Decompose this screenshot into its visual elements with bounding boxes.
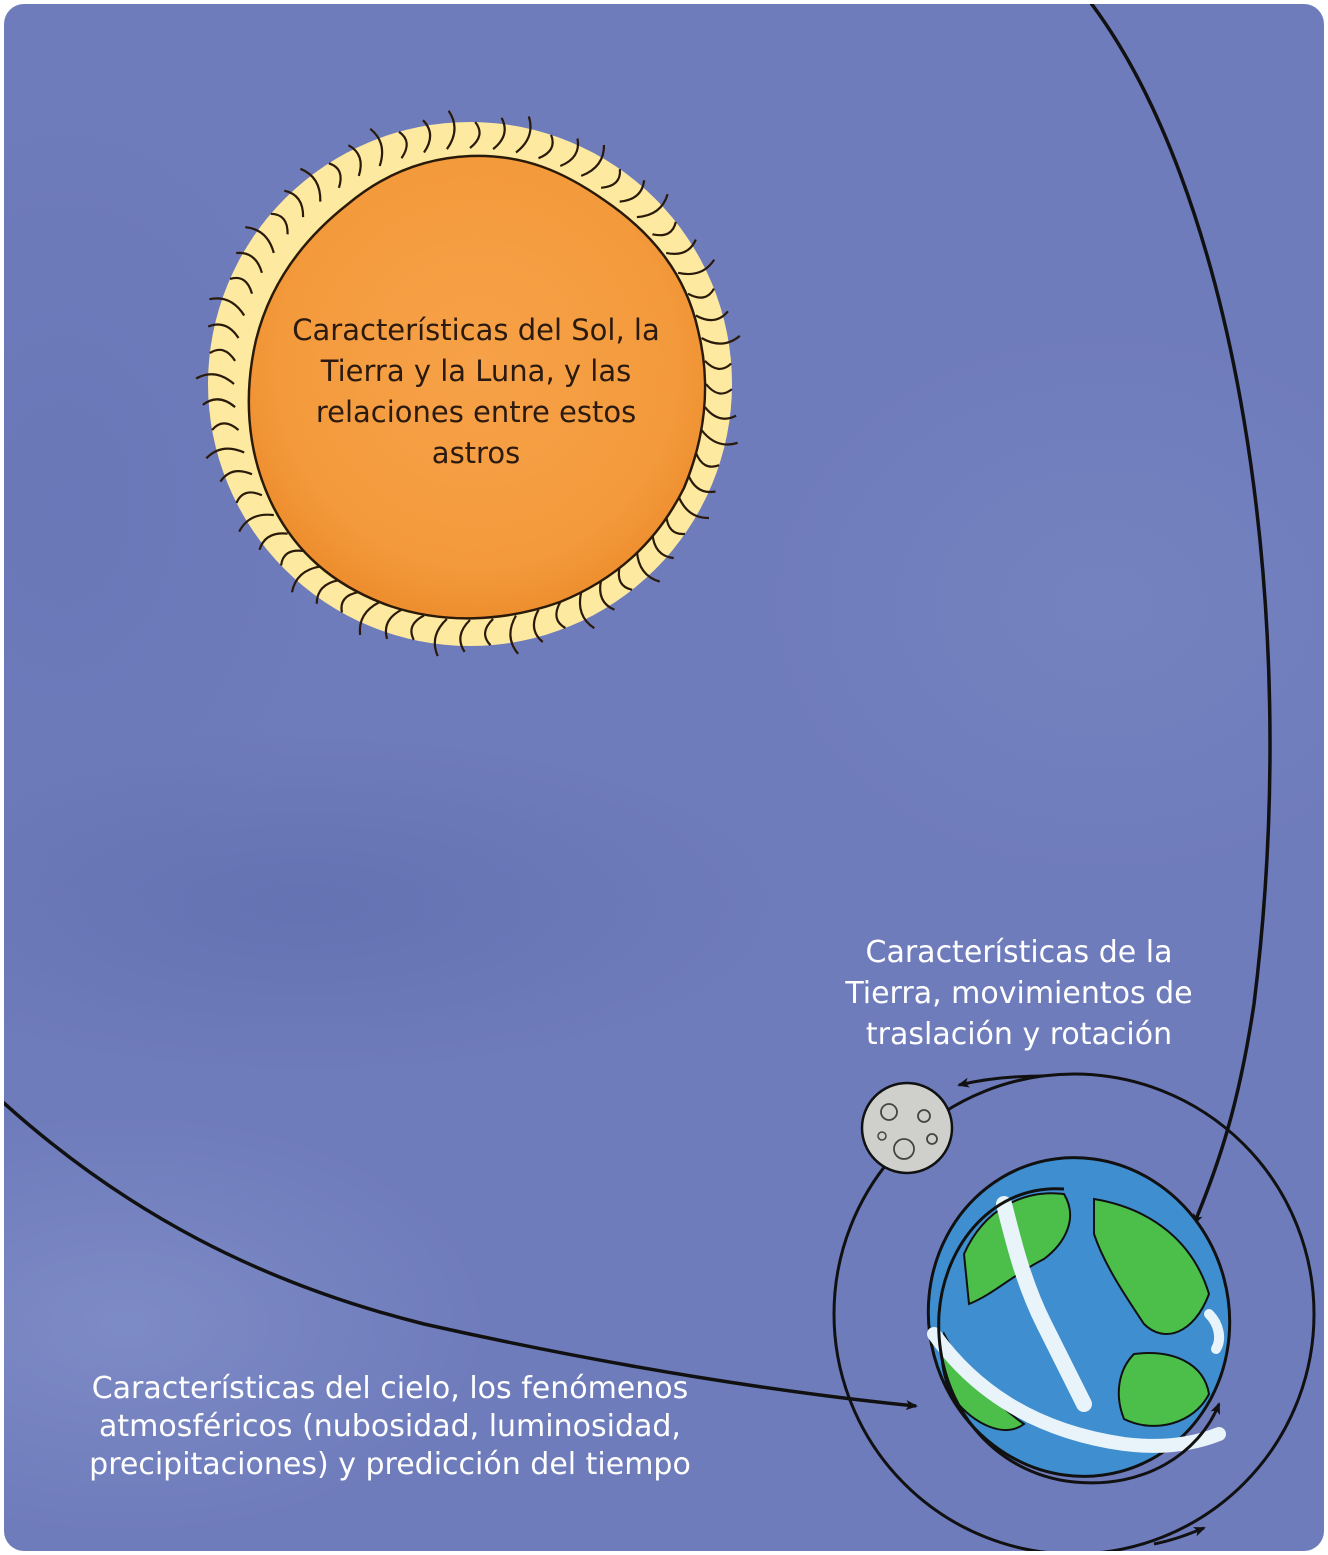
sun-icon — [195, 110, 741, 657]
sun-flame — [347, 144, 362, 177]
sun-flame — [209, 297, 246, 317]
sun-flame — [209, 348, 237, 362]
orbit-bottom-arrow — [1153, 1526, 1206, 1546]
sun-flame — [509, 614, 519, 655]
sun-flame — [700, 429, 738, 446]
sun-flame — [700, 335, 741, 345]
sun-flame — [433, 618, 448, 657]
sun-flame — [687, 288, 715, 299]
sun-flame — [578, 591, 595, 630]
sun-flame — [704, 406, 737, 420]
sun-flame — [686, 473, 716, 494]
sun-flame — [340, 591, 360, 613]
sun-flame — [532, 609, 544, 643]
sun-flame — [695, 310, 729, 322]
sun-flame — [704, 360, 732, 370]
sun-flame — [515, 116, 532, 154]
earth-label: Características de la Tierra, movimiento… — [845, 935, 1193, 1052]
sun-flame — [290, 565, 321, 593]
sun-flame — [219, 470, 253, 483]
sun-flame — [410, 614, 425, 641]
sun-flame — [328, 162, 342, 189]
sun-flame — [280, 549, 304, 566]
sun-flame — [205, 447, 245, 460]
sun-core — [247, 154, 707, 620]
sun-flame — [235, 491, 263, 504]
big-orbit-arrow — [1089, 4, 1272, 1226]
sun-flame — [236, 251, 263, 274]
sun-flame — [599, 579, 615, 611]
sun-flame — [635, 550, 661, 583]
sun-flame — [600, 169, 622, 189]
earth-icon — [926, 1156, 1232, 1478]
sun-flame — [538, 134, 554, 160]
sun-flame — [258, 532, 288, 551]
sun-label: Características del Sol, la Tierra y la … — [292, 313, 660, 470]
sun-flame — [299, 167, 322, 202]
sun-flame — [559, 138, 580, 168]
sun-flame — [422, 119, 432, 154]
sun-flame — [619, 180, 646, 203]
sun-flame — [636, 193, 669, 219]
sun-flame — [270, 212, 289, 235]
sun-flame — [652, 221, 677, 237]
sun-flame — [555, 601, 566, 629]
sun-flame — [207, 323, 240, 339]
moon-icon — [860, 1081, 954, 1175]
sun-flame — [195, 373, 235, 385]
sun-flame — [398, 130, 408, 159]
sun-flame — [469, 121, 481, 149]
sun-flame — [315, 579, 340, 604]
sun-flame — [238, 513, 274, 533]
sun-flame — [665, 239, 697, 255]
orbit-top-arrow — [957, 1074, 1045, 1088]
diagram-panel: Características del Sol, la Tierra y la … — [4, 4, 1324, 1551]
sun-flame — [459, 619, 471, 653]
sun-flame — [677, 259, 716, 276]
sun-flame — [202, 398, 236, 408]
sky-label: Características del cielo, los fenómenos… — [89, 1371, 691, 1482]
sun-flame — [580, 144, 606, 177]
sun-flame — [492, 117, 506, 150]
sun-flame — [358, 601, 381, 636]
sun-flame — [211, 422, 240, 431]
sun-flame — [284, 189, 305, 218]
sun-flame — [384, 608, 403, 640]
sky-arrow — [4, 1100, 918, 1410]
sun-flame — [694, 452, 720, 468]
diagram-canvas — [4, 4, 1316, 1551]
sun-flame — [705, 383, 733, 395]
sun-flame — [677, 494, 710, 520]
moon-orbit — [832, 1072, 1316, 1551]
sun-flame — [445, 110, 456, 150]
sun-flame — [484, 618, 494, 646]
sun-flame — [369, 127, 384, 167]
sun-flame — [229, 276, 254, 295]
rotation-arrow — [937, 1187, 1221, 1485]
sun-flame — [245, 226, 275, 254]
